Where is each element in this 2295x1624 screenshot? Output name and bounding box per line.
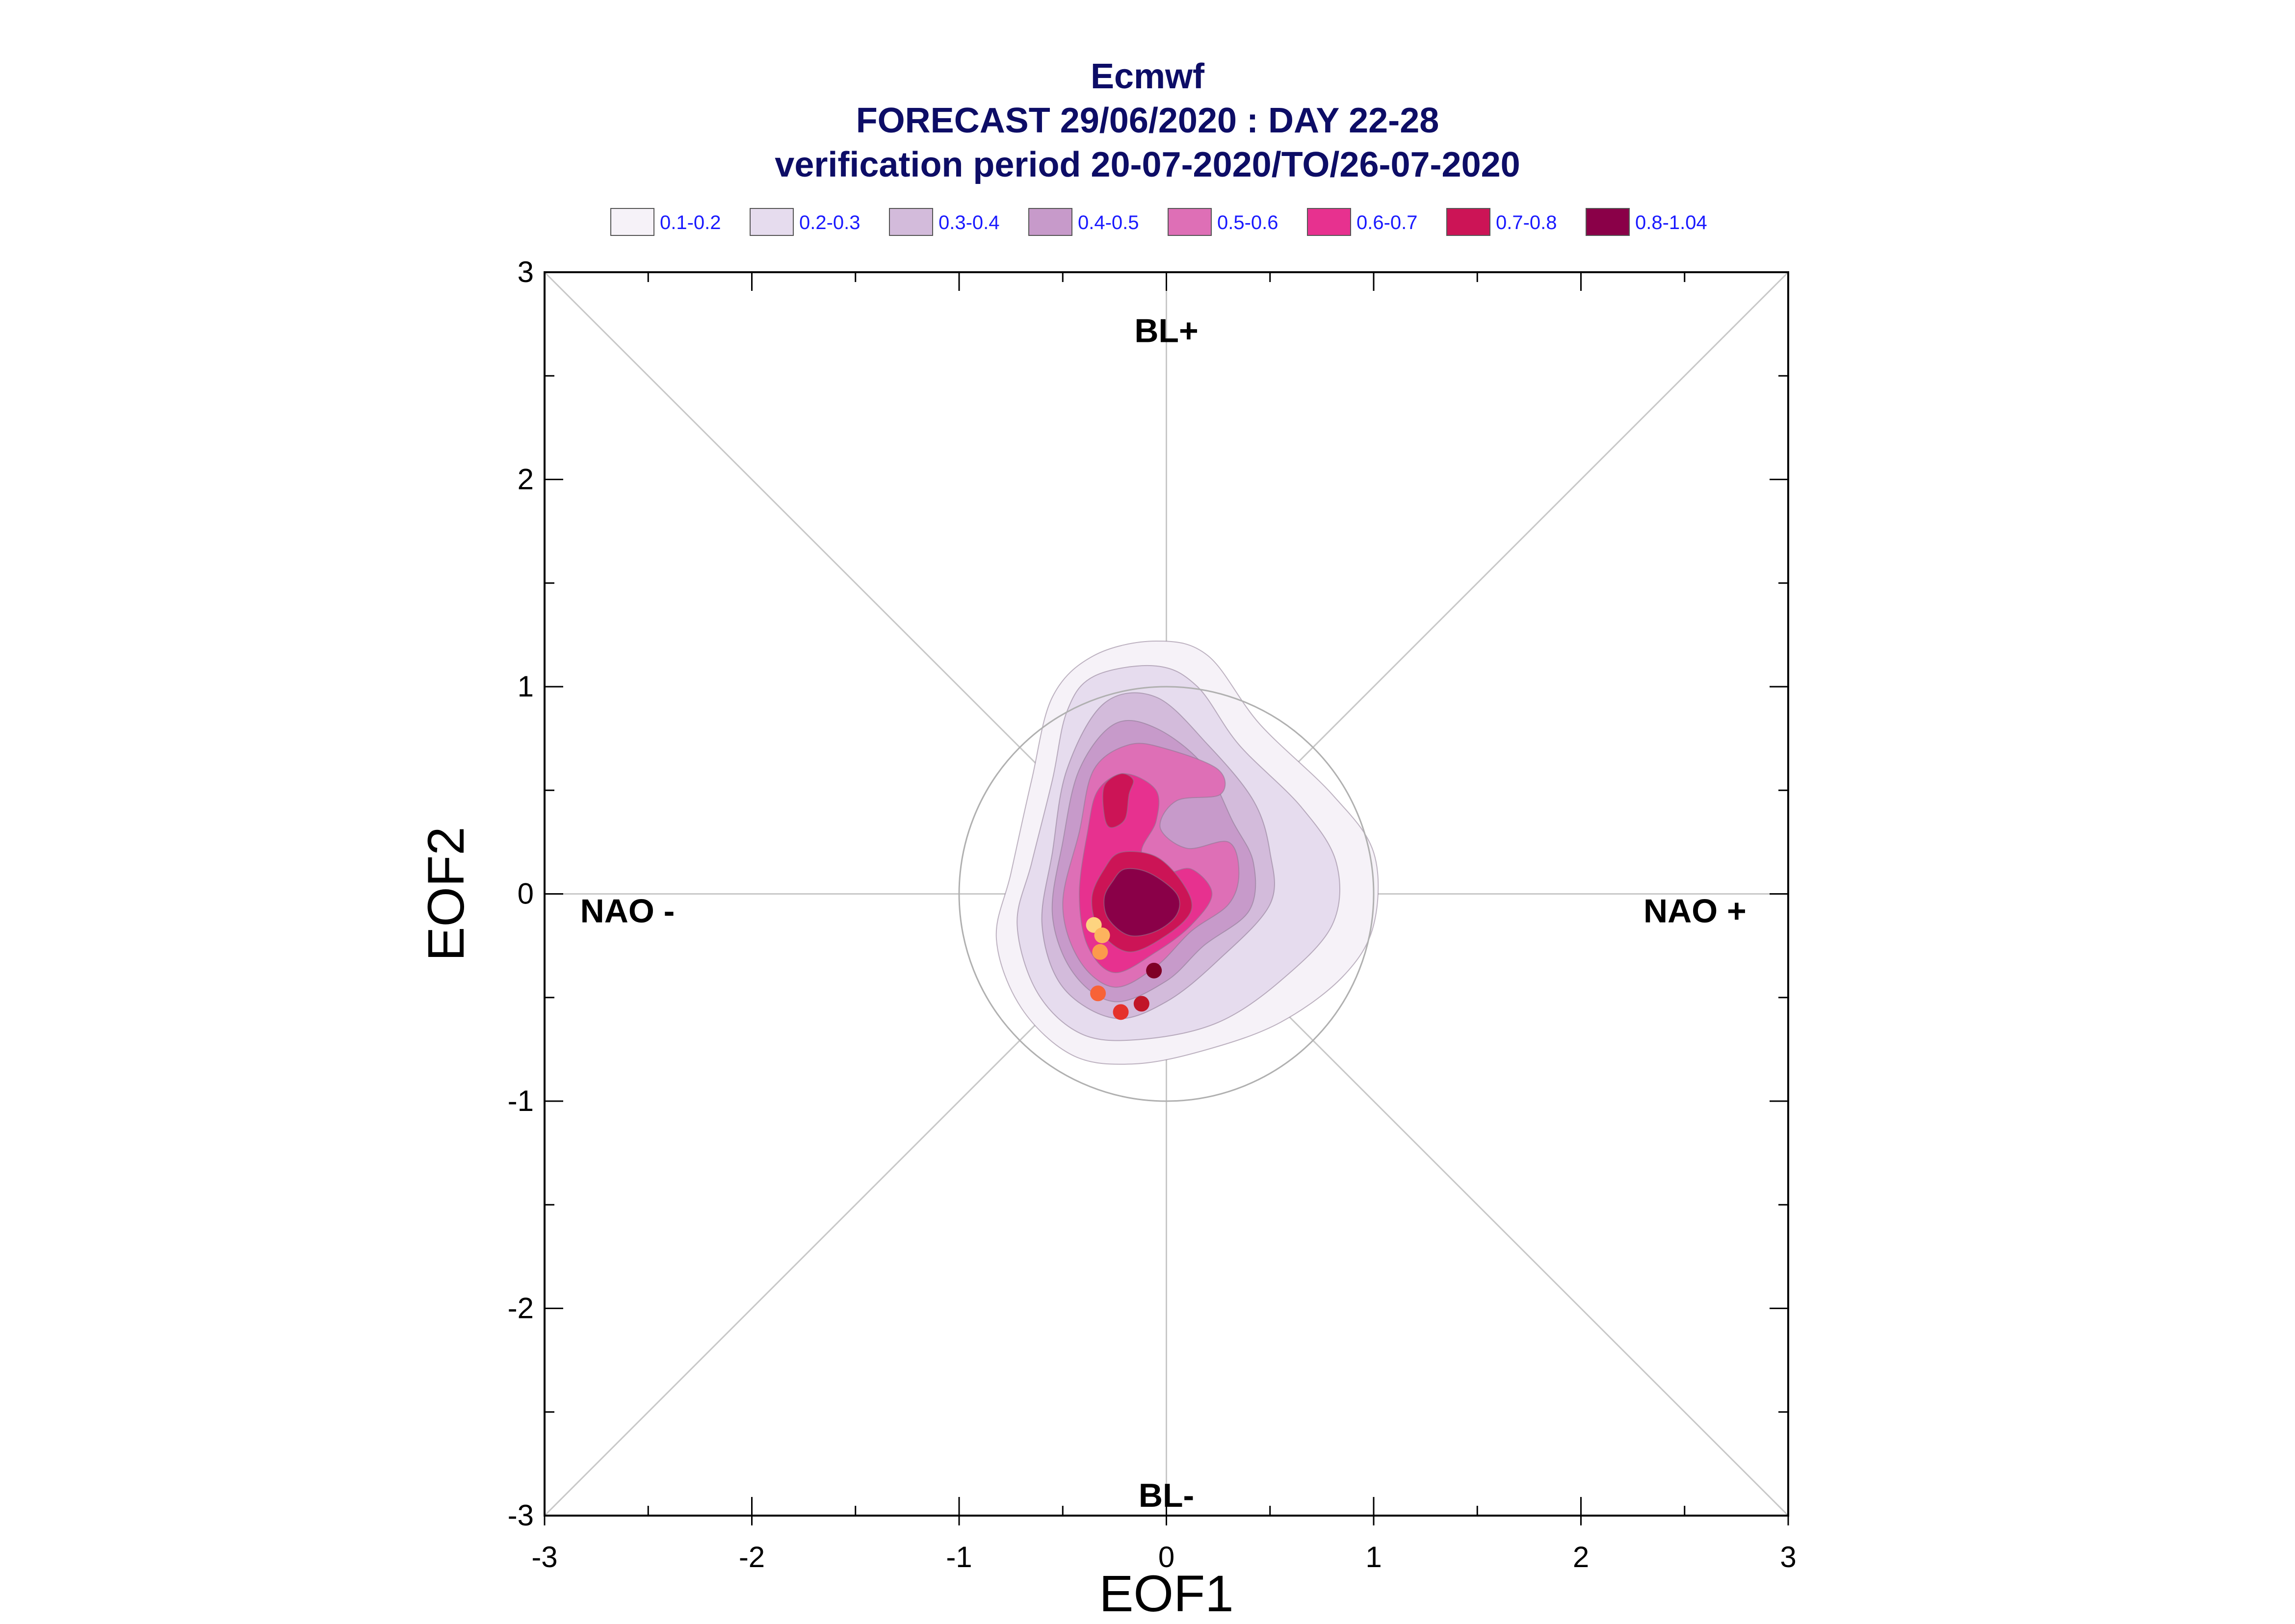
title-line-3: verification period 20-07-2020/TO/26-07-… <box>775 145 1520 184</box>
y-axis-title: EOF2 <box>417 826 475 961</box>
legend-swatch <box>1307 208 1351 236</box>
chart-title: Ecmwf FORECAST 29/06/2020 : DAY 22-28 ve… <box>775 57 1520 184</box>
legend-swatch <box>1028 208 1072 236</box>
legend-swatch <box>889 208 933 236</box>
x-tick-label: 1 <box>1365 1541 1382 1573</box>
regime-labels: BL+ BL- NAO - NAO + <box>580 312 1747 1514</box>
regime-label-bl-minus: BL- <box>1139 1477 1194 1514</box>
legend-swatch <box>750 208 794 236</box>
y-tick-label: -1 <box>508 1084 534 1117</box>
legend-label: 0.2-0.3 <box>799 212 861 233</box>
regime-label-bl-plus: BL+ <box>1134 312 1198 349</box>
y-tick-label: -3 <box>508 1499 534 1532</box>
regime-label-nao-plus: NAO + <box>1643 892 1747 929</box>
legend-swatch <box>1446 208 1490 236</box>
x-tick-label: -2 <box>739 1541 765 1573</box>
legend-swatch <box>1168 208 1212 236</box>
legend-swatch <box>610 208 654 236</box>
regime-label-nao-minus: NAO - <box>580 892 675 929</box>
forecast-point <box>1146 962 1162 979</box>
title-line-1: Ecmwf <box>1091 57 1205 96</box>
legend-label: 0.7-0.8 <box>1496 212 1557 233</box>
forecast-points <box>1086 917 1162 1020</box>
forecast-point <box>1090 985 1106 1002</box>
forecast-point <box>1094 928 1110 943</box>
x-tick-label: -1 <box>946 1541 972 1573</box>
x-tick-label: 0 <box>1158 1541 1174 1573</box>
y-tick-label: 2 <box>518 463 534 496</box>
forecast-point <box>1133 996 1149 1012</box>
y-tick-label: 3 <box>518 256 534 288</box>
legend-label: 0.8-1.04 <box>1635 212 1707 233</box>
legend-label: 0.3-0.4 <box>939 212 1000 233</box>
unit-circle <box>958 686 1375 1102</box>
x-tick-label: -3 <box>531 1541 557 1573</box>
legend-label: 0.1-0.2 <box>660 212 721 233</box>
forecast-point <box>1113 1004 1129 1020</box>
y-tick-label: 1 <box>518 670 534 703</box>
legend-label: 0.5-0.6 <box>1217 212 1278 233</box>
legend: 0.1-0.2 0.2-0.3 0.3-0.4 0.4-0.5 0.5-0.6 0.6-0… <box>610 208 1707 236</box>
forecast-point <box>1092 944 1108 960</box>
contour-0.7-0.8 <box>1102 773 1134 828</box>
contour-0.8-1.04 <box>1103 868 1180 937</box>
y-tick-label: 0 <box>518 877 534 910</box>
legend-label: 0.6-0.7 <box>1356 212 1418 233</box>
x-tick-label: 3 <box>1780 1541 1796 1573</box>
plot-area: -3 -2 -1 0 1 2 3 -3 -2 -1 0 1 2 3 <box>508 256 1797 1573</box>
axis-ticks: -3 -2 -1 0 1 2 3 -3 -2 -1 0 1 2 3 <box>508 256 1797 1573</box>
legend-swatch <box>1586 208 1630 236</box>
legend-label: 0.4-0.5 <box>1078 212 1139 233</box>
x-tick-label: 2 <box>1573 1541 1589 1573</box>
x-axis-title: EOF1 <box>1099 1565 1233 1623</box>
y-tick-label: -2 <box>508 1292 534 1325</box>
title-line-2: FORECAST 29/06/2020 : DAY 22-28 <box>856 101 1439 140</box>
